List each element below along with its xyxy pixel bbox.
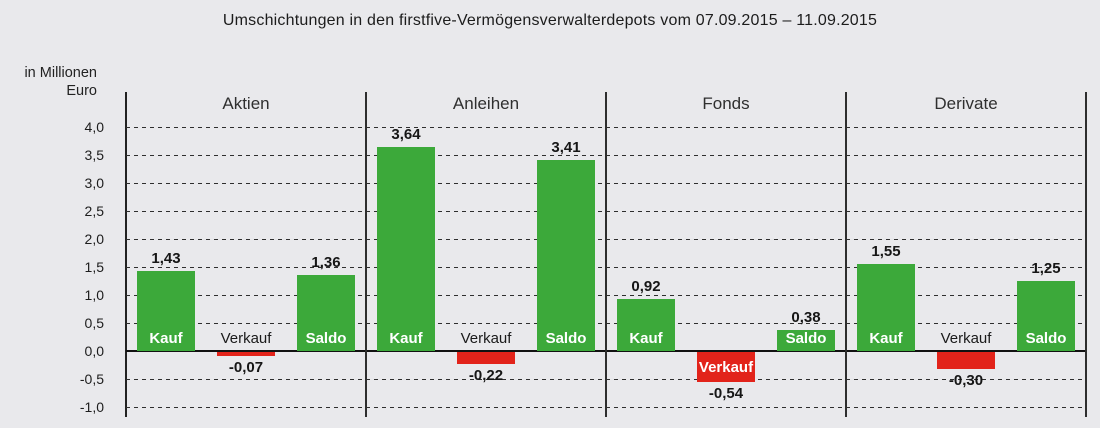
- bar-category-label-anleihen-verkauf: Verkauf: [460, 330, 512, 347]
- bar-category-label-anleihen-kauf: Kauf: [389, 330, 423, 347]
- bar-value-label-aktien-kauf: 1,43: [151, 250, 181, 267]
- group-separator: [605, 92, 607, 417]
- y-tick-label: -0,5: [79, 371, 104, 387]
- bar-aktien-kauf: [137, 271, 195, 351]
- bar-category-label-derivate-saldo: Saldo: [1025, 330, 1067, 347]
- bar-value-label-fonds-verkauf: -0,54: [708, 385, 744, 402]
- bar-category-label-aktien-kauf: Kauf: [149, 330, 183, 347]
- bar-value-label-anleihen-saldo: 3,41: [551, 139, 581, 156]
- y-tick-label: 0,0: [84, 343, 104, 359]
- bar-derivate-kauf: [857, 264, 915, 351]
- chart-title: Umschichtungen in den firstfive-Vermögen…: [222, 12, 878, 29]
- group-separator: [365, 92, 367, 417]
- bar-value-label-anleihen-kauf: 3,64: [391, 126, 421, 143]
- y-tick-label: 0,5: [84, 315, 104, 331]
- bar-derivate-saldo: [1017, 281, 1075, 351]
- y-tick-label: 4,0: [84, 119, 104, 135]
- bar-category-label-derivate-kauf: Kauf: [869, 330, 903, 347]
- group-title-aktien: Aktien: [222, 94, 270, 113]
- bar-category-label-fonds-kauf: Kauf: [629, 330, 663, 347]
- y-axis-unit-line1: in Millionen: [24, 65, 97, 81]
- bar-aktien-verkauf: [217, 352, 275, 356]
- bar-value-label-derivate-kauf: 1,55: [871, 243, 901, 260]
- y-axis-line: [125, 92, 127, 417]
- group-title-derivate: Derivate: [934, 94, 998, 113]
- bar-value-label-fonds-saldo: 0,38: [791, 309, 821, 326]
- bar-value-label-fonds-kauf: 0,92: [631, 278, 661, 295]
- y-tick-label: 1,5: [84, 259, 104, 275]
- y-axis-unit-line2: Euro: [66, 83, 97, 99]
- bar-value-label-derivate-saldo: 1,25: [1031, 260, 1061, 277]
- bar-category-label-aktien-verkauf: Verkauf: [220, 330, 272, 347]
- bar-aktien-saldo: [297, 275, 355, 351]
- bar-value-label-derivate-verkauf: -0,30: [948, 372, 984, 389]
- bar-anleihen-saldo: [537, 160, 595, 351]
- y-tick-label: 1,0: [84, 287, 104, 303]
- bar-fonds-kauf: [617, 299, 675, 351]
- y-tick-label: 2,5: [84, 203, 104, 219]
- y-axis-unit-label: in Millionen Euro: [0, 64, 97, 100]
- bar-fonds-saldo: [777, 330, 835, 351]
- bar-value-label-aktien-verkauf: -0,07: [228, 359, 264, 376]
- bar-category-label-derivate-verkauf: Verkauf: [940, 330, 992, 347]
- y-tick-label: 3,5: [84, 147, 104, 163]
- bar-value-label-aktien-saldo: 1,36: [311, 254, 341, 271]
- group-separator: [845, 92, 847, 417]
- bar-category-label-anleihen-saldo: Saldo: [545, 330, 587, 347]
- bar-anleihen-kauf: [377, 147, 435, 351]
- group-title-anleihen: Anleihen: [452, 94, 520, 113]
- y-tick-label: 2,0: [84, 231, 104, 247]
- bar-anleihen-verkauf: [457, 352, 515, 364]
- y-tick-label: -1,0: [79, 399, 104, 415]
- group-title-fonds: Fonds: [702, 94, 750, 113]
- plot-right-border: [1085, 92, 1087, 417]
- bar-value-label-anleihen-verkauf: -0,22: [468, 367, 504, 384]
- bar-derivate-verkauf: [937, 352, 995, 369]
- y-tick-label: 3,0: [84, 175, 104, 191]
- plot-area: Aktien 1,43 Kauf -0,07 Verkauf 1,36 Saldo Anlei…: [125, 92, 1087, 418]
- bar-category-label-fonds-saldo: Saldo: [785, 330, 827, 347]
- bar-fonds-verkauf: [697, 352, 755, 382]
- bar-category-label-aktien-saldo: Saldo: [305, 330, 347, 347]
- bar-category-label-fonds-verkauf: Verkauf: [698, 359, 754, 376]
